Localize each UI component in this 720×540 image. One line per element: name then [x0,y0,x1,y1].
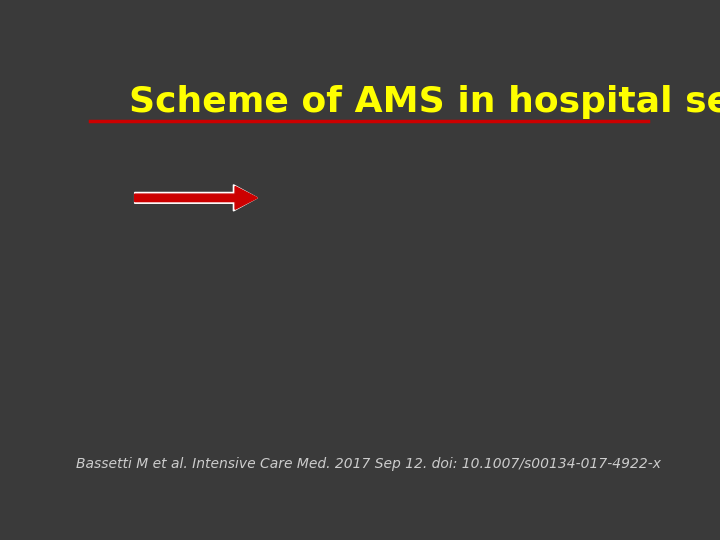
FancyArrow shape [135,185,258,211]
Text: Bassetti M et al. Intensive Care Med. 2017 Sep 12. doi: 10.1007/s00134-017-4922-: Bassetti M et al. Intensive Care Med. 20… [76,457,662,471]
Text: Scheme of AMS in hospital setting: Scheme of AMS in hospital setting [129,85,720,119]
FancyArrow shape [135,186,258,210]
